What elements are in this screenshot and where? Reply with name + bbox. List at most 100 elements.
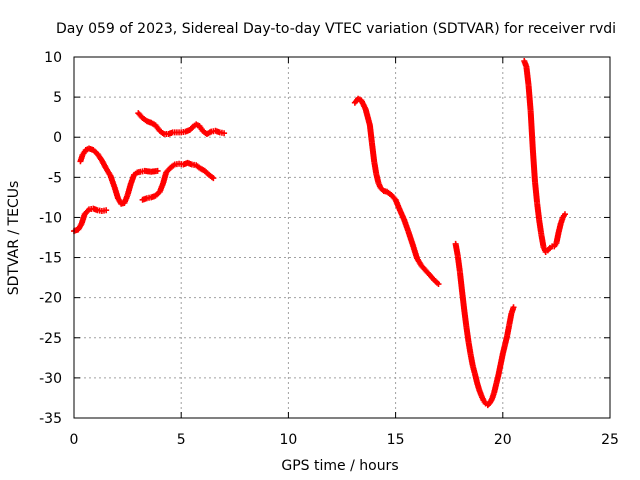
trace-segment	[91, 206, 100, 213]
x-tick-label: 5	[177, 432, 186, 448]
trace-segment	[207, 172, 215, 181]
series-3	[139, 159, 217, 203]
x-tick-label: 25	[601, 432, 619, 448]
data-point	[103, 207, 110, 214]
y-axis-label: SDTVAR / TECUs	[6, 181, 22, 296]
trace-segment	[389, 193, 398, 202]
axis-ticks: 0 5 10 15 20 25 10 5 0 -5 -10 -15 -20 -25 -30 -35	[39, 50, 619, 448]
trace-segment	[203, 169, 211, 177]
trace-segment	[141, 195, 149, 203]
y-tick-label: -30	[39, 371, 62, 387]
y-tick-label: 10	[44, 50, 62, 66]
trace-segment	[523, 65, 532, 87]
trace-segment	[76, 222, 84, 232]
trace-segment	[158, 128, 166, 136]
trace-segment	[463, 325, 472, 344]
trace-segment	[362, 107, 373, 127]
x-axis-label: GPS time / hours	[281, 458, 398, 474]
trace-segment	[378, 185, 386, 193]
plot-frame	[73, 56, 611, 419]
trace-segment	[541, 245, 548, 254]
trace-segment	[104, 166, 113, 178]
trace-segment	[369, 142, 377, 163]
y-tick-label: -35	[39, 411, 62, 427]
series-1	[71, 205, 110, 235]
trace-segment	[457, 270, 465, 293]
trace-segment	[149, 168, 160, 175]
trace-segment	[115, 196, 124, 206]
trace-segment	[183, 127, 192, 135]
trace-segment	[527, 110, 536, 151]
series-5	[351, 95, 442, 288]
trace-segment	[532, 179, 540, 205]
trace-segment	[454, 254, 463, 274]
series-6	[452, 240, 517, 409]
series-7	[521, 58, 568, 255]
trace-segment	[201, 128, 209, 136]
data-points	[71, 58, 568, 409]
trace-segment	[136, 111, 145, 120]
trace-segment	[164, 165, 173, 175]
trace-segment	[465, 340, 474, 357]
trace-segment	[536, 219, 545, 237]
trace-segment	[168, 162, 177, 170]
trace-segment	[213, 128, 222, 135]
data-point	[510, 304, 517, 311]
grid-lines	[74, 57, 610, 418]
chart-title: Day 059 of 2023, Sidereal Day-to-day VTE…	[56, 21, 616, 37]
trace-segment	[461, 308, 470, 329]
x-tick-label: 10	[279, 432, 297, 448]
trace-segment	[153, 123, 162, 133]
trace-segment	[432, 278, 441, 286]
y-tick-label: 5	[53, 90, 62, 106]
trace-segment	[153, 190, 162, 198]
trace-segment	[427, 273, 437, 282]
trace-segment	[558, 216, 566, 226]
trace-segment	[205, 129, 213, 137]
y-tick-label: -5	[48, 170, 62, 186]
trace-segment	[198, 166, 207, 174]
series-2	[77, 145, 161, 207]
trace-segment	[187, 124, 195, 132]
trace-segment	[371, 159, 380, 176]
trace-segment	[487, 397, 495, 405]
y-tick-label: -20	[39, 291, 62, 307]
data-point	[221, 130, 228, 137]
trace-segment	[72, 227, 80, 234]
x-tick-label: 20	[494, 432, 512, 448]
data-point	[561, 211, 568, 218]
trace-segment	[197, 124, 205, 133]
series-4	[135, 110, 228, 138]
trace-segment	[149, 120, 158, 128]
trace-segment	[181, 160, 190, 167]
x-tick-label: 0	[70, 432, 79, 448]
data-point	[435, 281, 442, 288]
trace-segment	[479, 394, 486, 402]
x-tick-label: 15	[387, 432, 405, 448]
trace-segment	[521, 59, 529, 69]
trace-segment	[143, 168, 153, 175]
trace-segment	[385, 189, 393, 197]
data-point	[154, 167, 161, 174]
trace-segment	[186, 160, 194, 167]
trace-segment	[459, 289, 468, 312]
trace-segment	[80, 148, 88, 157]
trace-segment	[194, 163, 203, 171]
trace-segment	[534, 201, 543, 223]
trace-segment	[529, 147, 538, 183]
y-tick-label: -15	[39, 251, 62, 267]
y-tick-label: -25	[39, 331, 62, 347]
trace-segment	[82, 207, 91, 217]
trace-segment	[414, 256, 424, 268]
trace-segment	[525, 83, 534, 113]
trace-segment	[95, 152, 105, 163]
trace-segment	[149, 193, 158, 200]
trace-segment	[77, 153, 86, 163]
trace-segment	[87, 145, 95, 153]
trace-segment	[166, 129, 175, 137]
trace-segment	[91, 148, 100, 156]
trace-segment	[489, 390, 497, 401]
trace-segment	[419, 263, 428, 273]
trace-segment	[141, 116, 149, 124]
